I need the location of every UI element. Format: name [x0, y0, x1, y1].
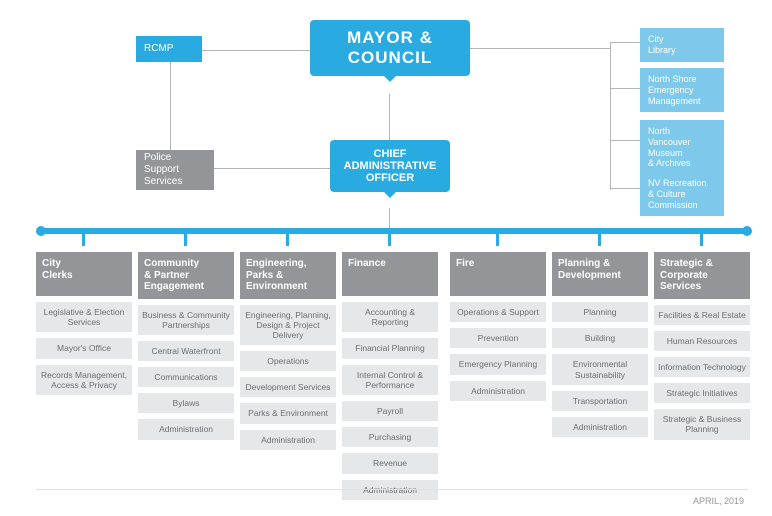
dept-0: City Clerks Legislative & Election Servic…: [36, 252, 132, 395]
dept-head-3: Finance: [342, 252, 438, 296]
dept-3-sub-4: Purchasing: [342, 427, 438, 447]
dept-3-sub-3: Payroll: [342, 401, 438, 421]
right-box-0: City Library: [640, 28, 724, 62]
dept-2-sub-4: Administration: [240, 430, 336, 450]
dept-head-2: Engineering, Parks & Environment: [240, 252, 336, 299]
line-right-v: [610, 42, 611, 190]
line-rcmp-v: [170, 60, 171, 150]
dept-2-sub-2: Development Services: [240, 377, 336, 397]
tick-0: [82, 232, 85, 246]
dept-1-sub-1: Central Waterfront: [138, 341, 234, 361]
line-rcmp-h: [202, 50, 312, 51]
dept-4-sub-2: Emergency Planning: [450, 354, 546, 374]
dept-3-sub-0: Accounting & Reporting: [342, 302, 438, 332]
dept-5-sub-3: Transportation: [552, 391, 648, 411]
dept-0-sub-0: Legislative & Election Services: [36, 302, 132, 332]
line-right-4: [610, 188, 640, 189]
dept-6-sub-0: Facilities & Real Estate: [654, 305, 750, 325]
dept-5-sub-0: Planning: [552, 302, 648, 322]
dept-6-sub-4: Strategic & Business Planning: [654, 409, 750, 439]
dept-3: Finance Accounting & Reporting Financial P…: [342, 252, 438, 500]
dept-4-sub-0: Operations & Support: [450, 302, 546, 322]
line-right-h: [470, 48, 610, 49]
tick-4: [496, 232, 499, 246]
cao-line1: CHIEF: [330, 148, 450, 160]
dept-1-sub-3: Bylaws: [138, 393, 234, 413]
dept-2: Engineering, Parks & Environment Engineer…: [240, 252, 336, 450]
dept-6: Strategic & Corporate Services Facilities…: [654, 252, 750, 440]
line-right-2: [610, 88, 640, 89]
dept-3-sub-1: Financial Planning: [342, 338, 438, 358]
cao-line2: ADMINISTRATIVE: [330, 160, 450, 172]
dept-3-sub-5: Revenue: [342, 453, 438, 473]
dept-5-sub-1: Building: [552, 328, 648, 348]
dept-head-5: Planning & Development: [552, 252, 648, 296]
rcmp-label: RCMP: [144, 43, 173, 55]
dept-4-sub-1: Prevention: [450, 328, 546, 348]
cao-line3: OFFICER: [330, 172, 450, 184]
dept-head-0: City Clerks: [36, 252, 132, 296]
tick-5: [598, 232, 601, 246]
tick-6: [700, 232, 703, 246]
dept-6-sub-3: Strategic Initiatives: [654, 383, 750, 403]
line-cao-down: [389, 208, 390, 230]
mayor-line1: MAYOR &: [310, 28, 470, 48]
right-box-3: NV Recreation & Culture Commission: [640, 172, 724, 216]
main-bar: [40, 228, 748, 234]
dept-5-sub-4: Administration: [552, 417, 648, 437]
police-box: Police Support Services: [136, 150, 214, 190]
dept-0-sub-2: Records Management, Access & Privacy: [36, 365, 132, 395]
footer-date: APRIL, 2019: [693, 496, 744, 506]
dept-0-sub-1: Mayor's Office: [36, 338, 132, 358]
dept-6-sub-1: Human Resources: [654, 331, 750, 351]
tick-1: [184, 232, 187, 246]
mayor-council: MAYOR & COUNCIL: [310, 20, 470, 76]
dept-1-sub-2: Communications: [138, 367, 234, 387]
dept-2-sub-0: Engineering, Planning, Design & Project …: [240, 305, 336, 346]
line-right-3: [610, 140, 640, 141]
dept-1-sub-0: Business & Community Partnerships: [138, 305, 234, 335]
footer-line: [36, 489, 748, 490]
line-police-h: [214, 168, 332, 169]
police-label: Police Support Services: [144, 152, 182, 188]
rcmp-box: RCMP: [136, 36, 202, 62]
dept-4-sub-3: Administration: [450, 381, 546, 401]
dept-5: Planning & Development Planning Building En…: [552, 252, 648, 437]
dept-1: Community & Partner Engagement Business &…: [138, 252, 234, 440]
right-box-1: North Shore Emergency Management: [640, 68, 724, 112]
dept-head-1: Community & Partner Engagement: [138, 252, 234, 299]
mayor-line2: COUNCIL: [310, 48, 470, 68]
dept-head-6: Strategic & Corporate Services: [654, 252, 750, 299]
tick-2: [286, 232, 289, 246]
dept-4: Fire Operations & Support Prevention Emerge…: [450, 252, 546, 401]
dept-5-sub-2: Environmental Sustainability: [552, 354, 648, 384]
dept-6-sub-2: Information Technology: [654, 357, 750, 377]
dept-1-sub-4: Administration: [138, 419, 234, 439]
line-right-1: [610, 42, 640, 43]
cao: CHIEF ADMINISTRATIVE OFFICER: [330, 140, 450, 192]
tick-3: [388, 232, 391, 246]
dept-2-sub-1: Operations: [240, 351, 336, 371]
dept-head-4: Fire: [450, 252, 546, 296]
line-mayor-v: [389, 94, 390, 140]
dept-2-sub-3: Parks & Environment: [240, 403, 336, 423]
dept-3-sub-2: Internal Control & Performance: [342, 365, 438, 395]
right-box-2: North Vancouver Museum & Archives: [640, 120, 724, 175]
